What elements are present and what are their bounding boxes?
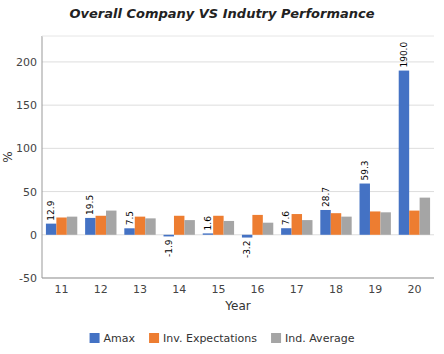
bar (56, 218, 66, 235)
data-label: 19.5 (85, 195, 95, 215)
legend-label: Ind. Average (285, 332, 355, 345)
bar (96, 216, 106, 235)
data-label: -3.2 (242, 241, 252, 259)
bar (302, 220, 312, 235)
bar (341, 217, 351, 235)
bar (242, 235, 252, 238)
data-label: 28.7 (321, 187, 331, 207)
y-tick-label: 150 (16, 99, 37, 112)
data-label: 1.6 (203, 216, 213, 231)
bar (203, 233, 213, 234)
x-tick-label: 17 (290, 283, 304, 296)
x-tick-label: 13 (133, 283, 147, 296)
data-label: 7.5 (125, 211, 135, 225)
grid-line (42, 148, 434, 149)
bar (213, 216, 223, 235)
x-axis-line (42, 278, 434, 279)
bar (145, 218, 155, 234)
x-tick-label: 19 (368, 283, 382, 296)
y-tick-label: 100 (16, 142, 37, 155)
bars (46, 71, 430, 238)
bar (164, 235, 174, 237)
bar (380, 212, 390, 234)
chart: Overall Company VS Indutry Performance -5… (0, 0, 444, 354)
bar (224, 221, 234, 235)
grid-line (42, 61, 434, 62)
legend-swatch (149, 333, 159, 343)
bar (124, 228, 134, 234)
plot-top-line (42, 36, 434, 37)
data-label: 190.0 (399, 42, 409, 68)
legend-label: Amax (104, 332, 136, 345)
x-tick-label: 18 (329, 283, 343, 296)
y-tick-label: 200 (16, 56, 37, 69)
bar (85, 218, 95, 235)
bar (67, 217, 77, 235)
bar (420, 198, 430, 235)
legend-swatch (90, 333, 100, 343)
bar (360, 184, 370, 235)
bar (370, 211, 380, 234)
bar (263, 223, 273, 235)
y-tick-label: -50 (19, 272, 37, 285)
data-label: 59.3 (360, 160, 370, 180)
data-label: 7.6 (281, 211, 291, 226)
grid-line (42, 191, 434, 192)
bar (184, 220, 194, 235)
y-tick-label: 0 (30, 229, 37, 242)
data-label: 12.9 (46, 200, 56, 220)
grid-line (42, 105, 434, 106)
bar (292, 214, 302, 235)
bar (409, 211, 419, 235)
bar (252, 215, 262, 235)
data-label: -1.9 (164, 239, 174, 257)
data-labels: 12.9 19.5 7.5 -1.9 1.6 -3.2 7.6 28.7 59.3 190.0 (46, 42, 409, 259)
bar (399, 71, 409, 235)
x-tick-label: 20 (407, 283, 421, 296)
title: Overall Company VS Indutry Performance (69, 6, 374, 21)
bar (331, 213, 341, 235)
y-axis-line (42, 36, 43, 278)
y-tick-label: 50 (23, 186, 37, 199)
x-axis-label: Year (224, 299, 250, 313)
bar (174, 216, 184, 235)
x-tick-label: 12 (94, 283, 108, 296)
x-tick-label: 16 (251, 283, 265, 296)
bar (135, 217, 145, 235)
bar (281, 228, 291, 235)
legend-swatch (271, 333, 281, 343)
y-axis-label: % (1, 151, 15, 162)
bar (106, 211, 116, 235)
legend-label: Inv. Expectations (163, 332, 257, 345)
legend: Amax Inv. Expectations Ind. Average (90, 332, 355, 345)
x-tick-label: 15 (211, 283, 225, 296)
x-tick-label: 14 (172, 283, 186, 296)
x-tick-label: 11 (55, 283, 69, 296)
grid-line (42, 278, 434, 279)
bar (46, 224, 56, 235)
bar (320, 210, 330, 235)
